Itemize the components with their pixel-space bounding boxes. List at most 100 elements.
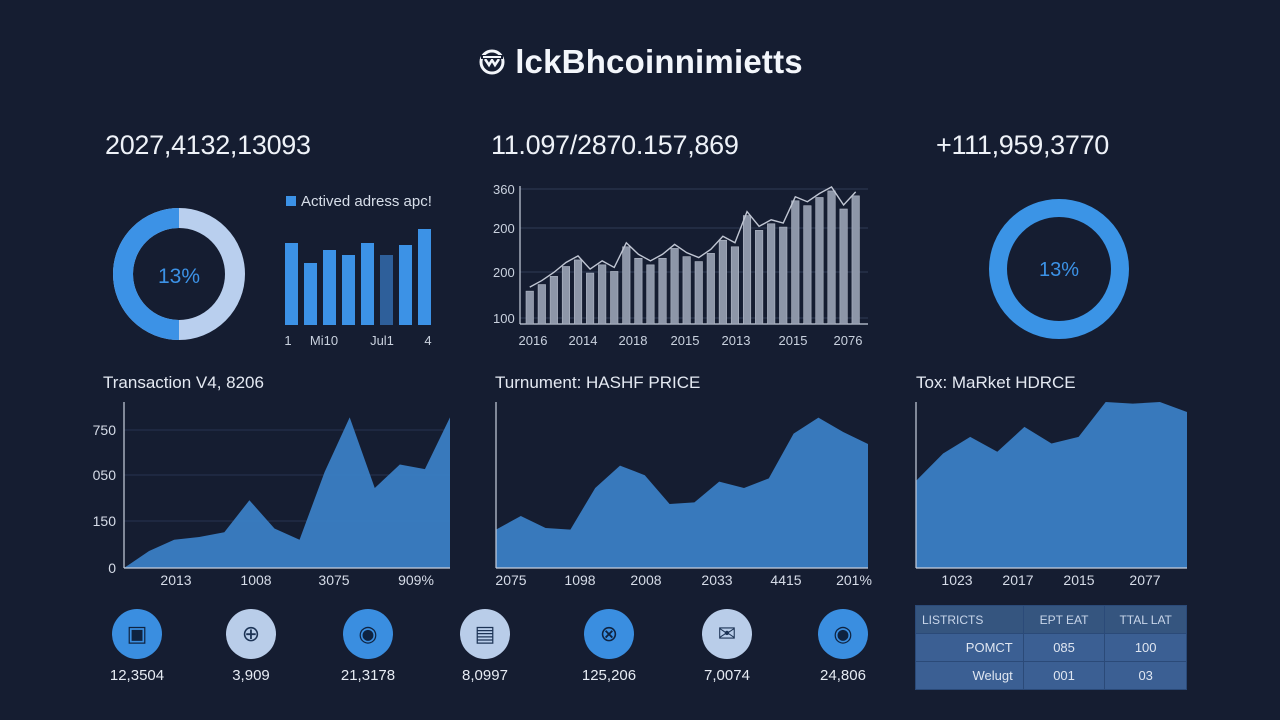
price-bar bbox=[815, 197, 824, 325]
stat-left: 2027,4132,13093 bbox=[105, 130, 311, 160]
table-header-cell: EPT EAT bbox=[1022, 605, 1106, 634]
donut-right-ring bbox=[989, 199, 1129, 339]
area-x-label: 2015 bbox=[1063, 572, 1094, 588]
table-cell: 001 bbox=[1022, 661, 1106, 690]
area-x-label: 2013 bbox=[160, 572, 191, 588]
mail-icon-glyph: ✉ bbox=[717, 621, 737, 646]
donut-chart-left: 13% bbox=[113, 208, 245, 340]
globe-icon-glyph: ⊕ bbox=[241, 621, 261, 646]
price-bar bbox=[779, 226, 788, 325]
mini-bar bbox=[285, 243, 298, 325]
icon-stat-value: 7,0074 bbox=[704, 667, 750, 684]
table-cell: 100 bbox=[1104, 633, 1187, 662]
table-row: Welugt 001 03 bbox=[915, 661, 1187, 690]
donut-left-label: 13% bbox=[158, 265, 200, 288]
price-bar bbox=[803, 205, 812, 325]
mini-bar bbox=[380, 255, 393, 325]
price-x-label: 2076 bbox=[834, 333, 863, 348]
donut-right-label: 13% bbox=[1039, 259, 1079, 281]
price-bar bbox=[561, 266, 570, 325]
area-x-label: 201% bbox=[836, 572, 872, 588]
stat-right: +111,959,3770 bbox=[936, 130, 1110, 160]
panel-title-transactions: Transaction V4, 8206 bbox=[103, 373, 264, 392]
mini-bar bbox=[342, 255, 355, 325]
price-x-label: 2018 bbox=[619, 333, 648, 348]
area-x-label: 2033 bbox=[701, 572, 732, 588]
price-bar bbox=[767, 223, 776, 325]
table-cell: 03 bbox=[1104, 661, 1187, 690]
wallet-icon[interactable]: ▣ bbox=[112, 609, 162, 659]
price-bar bbox=[525, 290, 534, 325]
price-bar bbox=[827, 190, 836, 325]
stats-table: LISTRICTS EPT EAT TTAL LAT POMCT 085 100… bbox=[915, 605, 1187, 690]
panel-title-market: Tox: MaRket HDRCE bbox=[916, 373, 1076, 392]
area-chart-hash-price: 2075 1098 2008 2033 4415 201% bbox=[495, 402, 872, 588]
price-bar bbox=[634, 257, 643, 325]
brand-header: lckBhcoinnimietts bbox=[0, 40, 1280, 84]
area-y-label: 0 bbox=[108, 560, 116, 576]
area-x-label: 2008 bbox=[630, 572, 661, 588]
price-bar bbox=[610, 271, 619, 325]
price-bar bbox=[622, 246, 631, 325]
area-x-label: 2077 bbox=[1129, 572, 1160, 588]
price-x-label: 2015 bbox=[779, 333, 808, 348]
price-x-label: 2013 bbox=[722, 333, 751, 348]
price-y-label: 200 bbox=[493, 265, 515, 280]
mini-bar-chart: 1 Mi10 Jul1 4 bbox=[284, 229, 432, 348]
mail-icon[interactable]: ✉ bbox=[702, 609, 752, 659]
price-y-label: 200 bbox=[493, 221, 515, 236]
icon-stat-value: 3,909 bbox=[232, 667, 270, 684]
mini-bar-x-label: Jul1 bbox=[370, 333, 394, 348]
price-line bbox=[529, 186, 857, 288]
area-x-label: 909% bbox=[398, 572, 434, 588]
mini-bar bbox=[304, 263, 317, 325]
price-bar bbox=[586, 272, 595, 325]
area-x-label: 1098 bbox=[564, 572, 595, 588]
price-bar bbox=[549, 276, 558, 325]
price-bar bbox=[658, 257, 667, 325]
area-series bbox=[124, 417, 450, 568]
legend-label: Actived adress apc! bbox=[301, 193, 432, 210]
icon-stat-value: 125,206 bbox=[581, 667, 637, 684]
icon-stat-value: 8,0997 bbox=[462, 667, 508, 684]
area-x-label: 2075 bbox=[495, 572, 526, 588]
table-cell: POMCT bbox=[915, 633, 1024, 662]
table-cell: Welugt bbox=[915, 661, 1024, 690]
area-x-label: 1023 bbox=[941, 572, 972, 588]
price-y-label: 100 bbox=[493, 311, 515, 326]
price-bar bbox=[694, 261, 703, 325]
table-header-cell: LISTRICTS bbox=[915, 605, 1024, 634]
legend-swatch bbox=[286, 196, 296, 206]
price-x-label: 2016 bbox=[519, 333, 548, 348]
price-bar bbox=[718, 239, 727, 325]
area-y-label: 150 bbox=[93, 513, 117, 529]
price-x-label: 2015 bbox=[671, 333, 700, 348]
area-x-label: 3075 bbox=[318, 572, 349, 588]
area-chart-transactions: 750 050 150 0 2013 1008 3075 909% bbox=[93, 402, 450, 588]
coin-logo-icon bbox=[479, 49, 505, 75]
camera-icon[interactable]: ◉ bbox=[343, 609, 393, 659]
area-y-label: 050 bbox=[93, 467, 117, 483]
price-bar bbox=[706, 253, 715, 325]
price-bar bbox=[598, 264, 607, 325]
area-chart-market: 1023 2017 2015 2077 bbox=[915, 402, 1187, 588]
stat-center: 11.097/2870.157,869 bbox=[491, 130, 739, 160]
price-bar bbox=[839, 208, 848, 325]
brand-name: lckBhcoinnimietts bbox=[515, 43, 803, 80]
area-series bbox=[916, 402, 1187, 568]
exchange-icon[interactable]: ⊗ bbox=[584, 609, 634, 659]
price-bar bbox=[573, 259, 583, 325]
globe-icon[interactable]: ⊕ bbox=[226, 609, 276, 659]
area-x-label: 4415 bbox=[770, 572, 801, 588]
price-bar bbox=[851, 195, 860, 325]
mini-bar bbox=[361, 243, 374, 325]
donut-left-arc bbox=[113, 208, 180, 340]
document-icon[interactable]: ▤ bbox=[460, 609, 510, 659]
price-bar bbox=[670, 248, 679, 325]
table-header-cell: TTAL LAT bbox=[1104, 605, 1187, 634]
camera-alt-icon[interactable]: ◉ bbox=[818, 609, 868, 659]
document-icon-glyph: ▤ bbox=[474, 621, 496, 646]
icon-stat-value: 12,3504 bbox=[109, 667, 165, 684]
wallet-icon-glyph: ▣ bbox=[126, 621, 148, 646]
area-x-label: 2017 bbox=[1002, 572, 1033, 588]
